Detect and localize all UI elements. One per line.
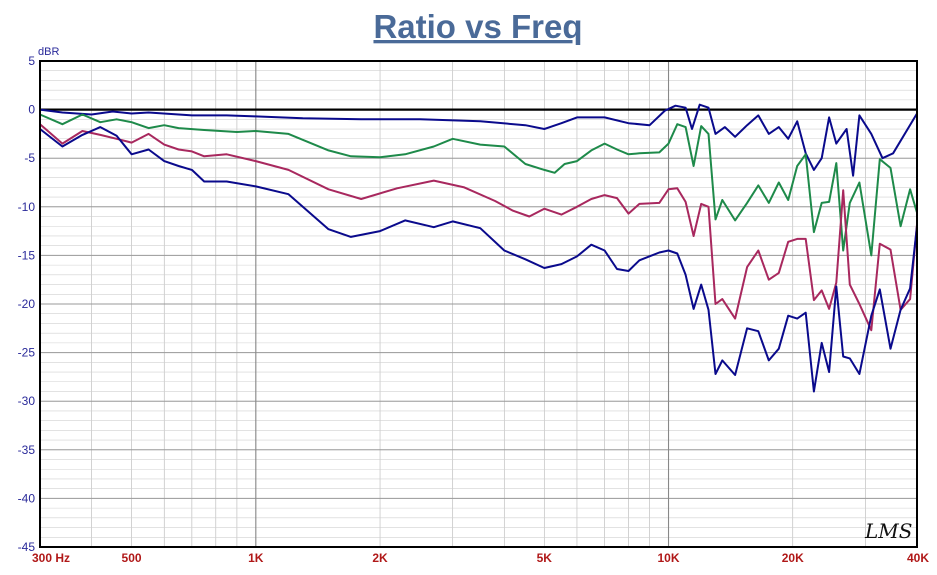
y-tick-label: -35	[18, 443, 36, 457]
x-tick-label: 300 Hz	[32, 551, 70, 565]
data-series	[39, 103, 918, 393]
y-tick-label: -10	[18, 200, 36, 214]
y-tick-label: -20	[18, 297, 36, 311]
y-tick-label: 0	[28, 103, 35, 117]
y-tick-label: -40	[18, 491, 36, 505]
y-tick-labels: 5 0 -5 -10 -15 -20 -25 -30 -35 -40 -45	[18, 54, 36, 554]
lms-logo-text: LMS	[864, 519, 912, 543]
series-line-1	[39, 103, 918, 177]
y-tick-label: -30	[18, 394, 36, 408]
series-line-3	[39, 123, 918, 332]
x-tick-label: 40K	[907, 551, 929, 565]
y-tick-label: -15	[18, 248, 36, 262]
y-tick-label: -25	[18, 346, 36, 360]
x-tick-label: 20K	[782, 551, 804, 565]
series-line-2	[39, 113, 918, 257]
y-axis-unit-label: dBR	[38, 46, 59, 58]
x-tick-label: 2K	[372, 551, 388, 565]
series-line-4	[39, 126, 918, 393]
lms-logo: LMS	[864, 519, 912, 543]
x-tick-labels: 300 Hz 500 1K 2K 5K 10K 20K 40K	[32, 551, 929, 565]
x-tick-label: 5K	[537, 551, 553, 565]
chart-title: Ratio vs Freq	[373, 8, 582, 45]
x-tick-label: 10K	[658, 551, 680, 565]
y-tick-label: -45	[18, 540, 36, 554]
y-tick-label: 5	[28, 54, 35, 68]
y-tick-label: -5	[24, 151, 35, 165]
plot-frame	[39, 60, 918, 548]
x-tick-label: 1K	[248, 551, 264, 565]
x-tick-label: 500	[122, 551, 142, 565]
